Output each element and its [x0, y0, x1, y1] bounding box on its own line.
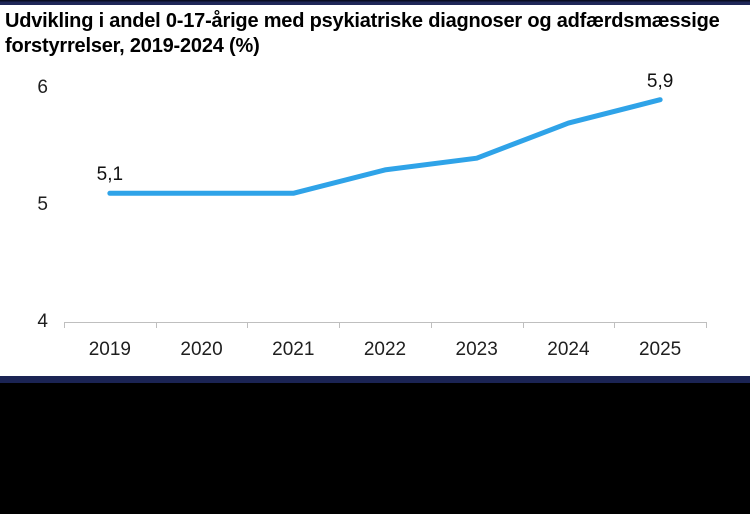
x-axis-label: 2020: [180, 339, 223, 360]
top-accent-bar: [0, 0, 750, 5]
x-axis-tick: [339, 322, 341, 328]
x-axis-tick: [64, 322, 65, 328]
y-axis-label: 6: [37, 77, 48, 98]
bottom-accent-bar: [0, 376, 750, 383]
x-axis-label: 2019: [88, 339, 131, 360]
x-axis-tick: [430, 322, 432, 328]
x-axis-tick: [614, 322, 616, 328]
x-axis-tick: [706, 322, 707, 328]
chart-title: Udvikling i andel 0-17-årige med psykiat…: [5, 9, 725, 59]
x-axis-label: 2023: [455, 339, 498, 360]
x-axis-tick: [155, 322, 157, 328]
chart-title-line1: Udvikling i andel 0-17-årige med psykiat…: [5, 10, 720, 32]
y-axis-label: 5: [37, 194, 48, 215]
chart-title-line2: forstyrrelser, 2019-2024 (%): [5, 35, 260, 57]
x-axis-line: [64, 322, 706, 323]
series-line: [107, 97, 663, 196]
x-axis-label: 2021: [272, 339, 315, 360]
x-axis-tick: [522, 322, 524, 328]
footer-black-panel: [0, 383, 750, 514]
data-point-label: 5,1: [96, 164, 124, 186]
data-point-label: 5,9: [646, 70, 674, 92]
x-axis-tick: [247, 322, 249, 328]
x-axis-label: 2022: [363, 339, 407, 360]
y-axis-label: 4: [37, 311, 48, 332]
x-axis-label: 2025: [638, 339, 682, 360]
x-axis-label: 2024: [547, 339, 590, 360]
